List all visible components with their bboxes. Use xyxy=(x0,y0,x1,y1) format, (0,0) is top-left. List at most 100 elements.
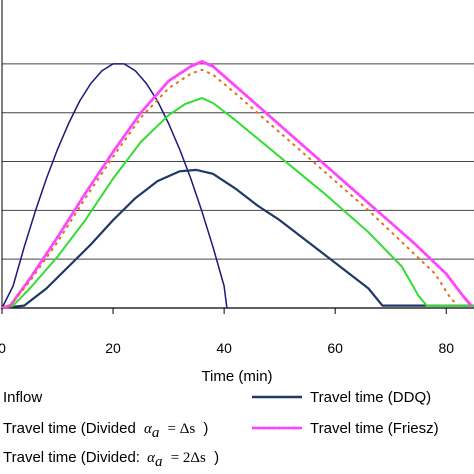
series-marker xyxy=(228,79,231,83)
legend-friesz-marker xyxy=(252,426,256,430)
series-marker xyxy=(367,201,370,205)
axes xyxy=(1,0,474,309)
series-marker xyxy=(52,241,56,244)
series-marker xyxy=(129,126,132,129)
series-marker xyxy=(217,69,220,73)
series-marker xyxy=(122,135,125,139)
legend-label-inflow: Inflow xyxy=(3,389,42,406)
legend-friesz-marker xyxy=(257,426,261,430)
series-marker xyxy=(97,171,101,174)
legend-friesz-marker xyxy=(297,426,301,430)
series-marker xyxy=(136,116,139,119)
series-marker xyxy=(206,62,209,66)
series-marker xyxy=(339,177,343,180)
series-marker xyxy=(163,83,167,87)
series-marker xyxy=(350,187,354,190)
series-marker xyxy=(306,148,309,151)
series-marker xyxy=(35,267,39,270)
series-marker xyxy=(183,68,187,72)
series-line-0 xyxy=(1,63,228,309)
series-marker xyxy=(18,290,22,294)
series-marker xyxy=(300,143,304,146)
series-marker xyxy=(73,208,77,212)
series-marker xyxy=(222,74,226,78)
series-marker xyxy=(436,264,440,268)
legend-divided-2-rhs: = 2Δs xyxy=(171,450,206,466)
series-marker xyxy=(207,63,211,66)
series-marker xyxy=(378,211,381,215)
legend-label-ddq: Travel time (DDQ) xyxy=(310,389,431,406)
legend-divided-2-var: α xyxy=(147,450,156,466)
series-marker xyxy=(245,94,248,97)
legend-friesz-marker xyxy=(282,426,286,430)
series-marker xyxy=(87,186,91,190)
series-marker xyxy=(156,91,160,95)
series-marker xyxy=(11,300,15,304)
legend-friesz-markers xyxy=(252,426,301,430)
series-marker xyxy=(394,226,398,229)
series-marker xyxy=(175,74,179,77)
series-marker xyxy=(210,64,213,68)
series-marker xyxy=(211,65,215,68)
series-marker xyxy=(45,251,49,255)
series-marker xyxy=(111,150,115,154)
legend-divided-1-prefix: Travel time (Divided xyxy=(3,420,136,437)
series-marker xyxy=(468,303,472,306)
series-marker xyxy=(66,219,70,223)
series-line-1 xyxy=(1,168,474,310)
series-marker xyxy=(189,65,193,68)
legend-friesz-marker xyxy=(277,426,281,430)
series-marker xyxy=(225,77,229,80)
series-marker xyxy=(261,109,265,112)
series-marker xyxy=(453,283,456,287)
series-marker xyxy=(208,63,212,67)
series-marker xyxy=(383,216,387,219)
series-marker xyxy=(203,61,206,65)
series-marker xyxy=(267,113,270,117)
series-marker xyxy=(115,145,118,149)
series-layer xyxy=(0,60,474,310)
series-marker xyxy=(283,128,287,132)
series-marker xyxy=(108,155,111,159)
series-marker xyxy=(372,206,376,210)
series-marker xyxy=(125,130,129,134)
series-marker xyxy=(400,231,404,234)
series-marker xyxy=(447,275,450,278)
legend-divided-1-var: α xyxy=(144,421,153,437)
series-marker xyxy=(77,202,80,206)
x-axis-label: Time (min) xyxy=(201,368,272,385)
series-marker xyxy=(153,95,157,99)
series-marker xyxy=(239,89,243,93)
series-marker xyxy=(42,256,45,260)
series-marker xyxy=(424,252,427,256)
series-marker xyxy=(432,260,436,264)
series-marker xyxy=(272,118,276,122)
series-marker xyxy=(415,244,419,248)
series-marker xyxy=(204,62,208,65)
series-marker xyxy=(317,157,320,161)
series-marker xyxy=(200,60,204,63)
series-marker xyxy=(256,104,259,107)
series-marker xyxy=(23,284,27,287)
x-tick-label-20: 20 xyxy=(105,340,121,356)
series-marker xyxy=(214,67,218,71)
legend-divided-2-suffix: ) xyxy=(214,449,219,466)
x-tick-labels: 0 20 40 60 80 xyxy=(0,308,454,356)
series-marker xyxy=(278,123,281,127)
x-tick-label-80: 80 xyxy=(438,340,454,356)
series-marker xyxy=(31,272,35,275)
legend-divided-2-prefix: Travel time (Divided: xyxy=(3,449,140,466)
series-marker xyxy=(196,62,200,65)
gridlines xyxy=(2,63,474,260)
series-marker xyxy=(333,172,337,176)
series-marker xyxy=(289,133,293,137)
series-marker xyxy=(451,280,454,284)
legend-friesz-marker xyxy=(292,426,296,430)
series-marker xyxy=(250,99,254,102)
series-marker xyxy=(94,176,98,180)
series-marker xyxy=(104,160,108,164)
series-markers-3 xyxy=(0,60,472,310)
series-marker xyxy=(328,167,331,171)
series-marker xyxy=(419,248,423,252)
series-marker xyxy=(178,72,181,75)
